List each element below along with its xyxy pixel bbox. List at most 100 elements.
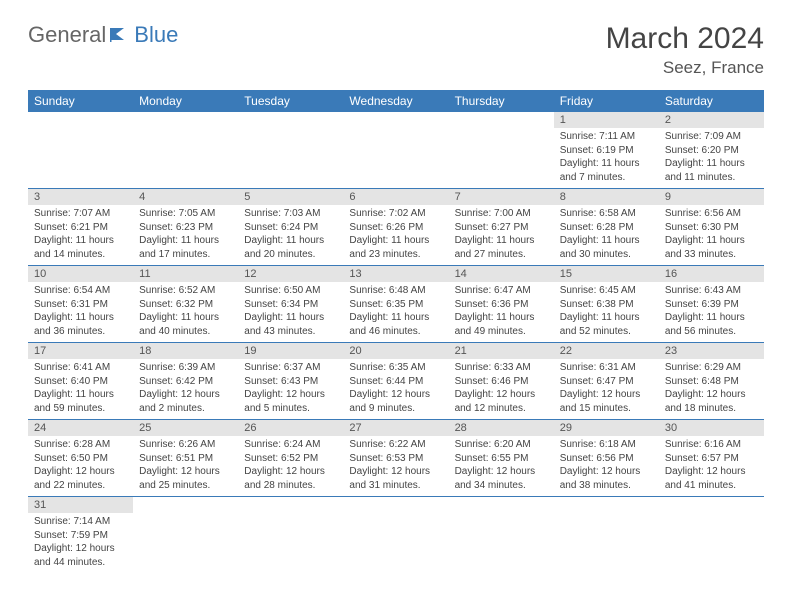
- day-details: Sunrise: 6:28 AMSunset: 6:50 PMDaylight:…: [28, 436, 133, 496]
- day-number: 29: [554, 420, 659, 436]
- day-details: Sunrise: 6:52 AMSunset: 6:32 PMDaylight:…: [133, 282, 238, 342]
- calendar-cell: [133, 497, 238, 574]
- calendar-cell: [343, 497, 448, 574]
- brand-part1: General: [28, 22, 106, 48]
- day-details: Sunrise: 6:41 AMSunset: 6:40 PMDaylight:…: [28, 359, 133, 419]
- day-details: Sunrise: 7:11 AMSunset: 6:19 PMDaylight:…: [554, 128, 659, 188]
- day-details: Sunrise: 6:39 AMSunset: 6:42 PMDaylight:…: [133, 359, 238, 419]
- weekday-header: Friday: [554, 90, 659, 112]
- calendar-cell: [238, 497, 343, 574]
- calendar-cell: 30Sunrise: 6:16 AMSunset: 6:57 PMDayligh…: [659, 420, 764, 497]
- title-block: March 2024 Seez, France: [606, 22, 764, 78]
- weekday-header: Thursday: [449, 90, 554, 112]
- day-number: 1: [554, 112, 659, 128]
- day-number: 24: [28, 420, 133, 436]
- day-details: Sunrise: 6:48 AMSunset: 6:35 PMDaylight:…: [343, 282, 448, 342]
- calendar-cell: 7Sunrise: 7:00 AMSunset: 6:27 PMDaylight…: [449, 189, 554, 266]
- calendar-cell: [238, 112, 343, 189]
- day-number: 28: [449, 420, 554, 436]
- calendar-cell: 20Sunrise: 6:35 AMSunset: 6:44 PMDayligh…: [343, 343, 448, 420]
- day-number: 26: [238, 420, 343, 436]
- calendar-cell: 27Sunrise: 6:22 AMSunset: 6:53 PMDayligh…: [343, 420, 448, 497]
- day-details: Sunrise: 7:05 AMSunset: 6:23 PMDaylight:…: [133, 205, 238, 265]
- day-details: Sunrise: 6:43 AMSunset: 6:39 PMDaylight:…: [659, 282, 764, 342]
- calendar-cell: 22Sunrise: 6:31 AMSunset: 6:47 PMDayligh…: [554, 343, 659, 420]
- calendar-cell: [554, 497, 659, 574]
- day-number: 11: [133, 266, 238, 282]
- weekday-header: Sunday: [28, 90, 133, 112]
- day-details: Sunrise: 6:29 AMSunset: 6:48 PMDaylight:…: [659, 359, 764, 419]
- calendar-cell: 29Sunrise: 6:18 AMSunset: 6:56 PMDayligh…: [554, 420, 659, 497]
- day-number: 7: [449, 189, 554, 205]
- calendar-cell: [343, 112, 448, 189]
- day-number: 8: [554, 189, 659, 205]
- calendar-cell: [133, 112, 238, 189]
- header: GeneralBlue March 2024 Seez, France: [28, 22, 764, 78]
- calendar-cell: 13Sunrise: 6:48 AMSunset: 6:35 PMDayligh…: [343, 266, 448, 343]
- page-title: March 2024: [606, 22, 764, 56]
- day-number: 6: [343, 189, 448, 205]
- calendar-cell: 12Sunrise: 6:50 AMSunset: 6:34 PMDayligh…: [238, 266, 343, 343]
- calendar-cell: 23Sunrise: 6:29 AMSunset: 6:48 PMDayligh…: [659, 343, 764, 420]
- day-number: 5: [238, 189, 343, 205]
- day-number: 2: [659, 112, 764, 128]
- calendar-body: 1Sunrise: 7:11 AMSunset: 6:19 PMDaylight…: [28, 112, 764, 573]
- day-number: 18: [133, 343, 238, 359]
- day-details: Sunrise: 6:58 AMSunset: 6:28 PMDaylight:…: [554, 205, 659, 265]
- day-details: Sunrise: 7:03 AMSunset: 6:24 PMDaylight:…: [238, 205, 343, 265]
- day-number: 9: [659, 189, 764, 205]
- calendar-cell: 2Sunrise: 7:09 AMSunset: 6:20 PMDaylight…: [659, 112, 764, 189]
- calendar-cell: [659, 497, 764, 574]
- day-details: Sunrise: 7:07 AMSunset: 6:21 PMDaylight:…: [28, 205, 133, 265]
- day-details: Sunrise: 7:09 AMSunset: 6:20 PMDaylight:…: [659, 128, 764, 188]
- calendar-cell: 14Sunrise: 6:47 AMSunset: 6:36 PMDayligh…: [449, 266, 554, 343]
- calendar-cell: 17Sunrise: 6:41 AMSunset: 6:40 PMDayligh…: [28, 343, 133, 420]
- calendar-cell: 4Sunrise: 7:05 AMSunset: 6:23 PMDaylight…: [133, 189, 238, 266]
- calendar-cell: 9Sunrise: 6:56 AMSunset: 6:30 PMDaylight…: [659, 189, 764, 266]
- day-number: 22: [554, 343, 659, 359]
- day-number: 27: [343, 420, 448, 436]
- calendar-cell: 25Sunrise: 6:26 AMSunset: 6:51 PMDayligh…: [133, 420, 238, 497]
- calendar-cell: 18Sunrise: 6:39 AMSunset: 6:42 PMDayligh…: [133, 343, 238, 420]
- day-details: Sunrise: 6:20 AMSunset: 6:55 PMDaylight:…: [449, 436, 554, 496]
- day-number: 23: [659, 343, 764, 359]
- day-number: 3: [28, 189, 133, 205]
- day-details: Sunrise: 6:50 AMSunset: 6:34 PMDaylight:…: [238, 282, 343, 342]
- calendar-cell: 16Sunrise: 6:43 AMSunset: 6:39 PMDayligh…: [659, 266, 764, 343]
- calendar-table: SundayMondayTuesdayWednesdayThursdayFrid…: [28, 90, 764, 573]
- brand-logo: GeneralBlue: [28, 22, 178, 48]
- calendar-cell: 31Sunrise: 7:14 AMSunset: 7:59 PMDayligh…: [28, 497, 133, 574]
- weekday-header: Saturday: [659, 90, 764, 112]
- day-details: Sunrise: 6:45 AMSunset: 6:38 PMDaylight:…: [554, 282, 659, 342]
- calendar-cell: 19Sunrise: 6:37 AMSunset: 6:43 PMDayligh…: [238, 343, 343, 420]
- day-details: Sunrise: 7:00 AMSunset: 6:27 PMDaylight:…: [449, 205, 554, 265]
- day-details: Sunrise: 6:22 AMSunset: 6:53 PMDaylight:…: [343, 436, 448, 496]
- calendar-cell: 3Sunrise: 7:07 AMSunset: 6:21 PMDaylight…: [28, 189, 133, 266]
- day-number: 20: [343, 343, 448, 359]
- calendar-cell: [449, 112, 554, 189]
- day-details: Sunrise: 6:16 AMSunset: 6:57 PMDaylight:…: [659, 436, 764, 496]
- calendar-cell: 10Sunrise: 6:54 AMSunset: 6:31 PMDayligh…: [28, 266, 133, 343]
- calendar-cell: 11Sunrise: 6:52 AMSunset: 6:32 PMDayligh…: [133, 266, 238, 343]
- day-details: Sunrise: 6:56 AMSunset: 6:30 PMDaylight:…: [659, 205, 764, 265]
- weekday-header: Monday: [133, 90, 238, 112]
- calendar-cell: 1Sunrise: 7:11 AMSunset: 6:19 PMDaylight…: [554, 112, 659, 189]
- calendar-cell: 6Sunrise: 7:02 AMSunset: 6:26 PMDaylight…: [343, 189, 448, 266]
- calendar-cell: 15Sunrise: 6:45 AMSunset: 6:38 PMDayligh…: [554, 266, 659, 343]
- weekday-header: Tuesday: [238, 90, 343, 112]
- calendar-cell: 26Sunrise: 6:24 AMSunset: 6:52 PMDayligh…: [238, 420, 343, 497]
- day-details: Sunrise: 6:47 AMSunset: 6:36 PMDaylight:…: [449, 282, 554, 342]
- day-number: 12: [238, 266, 343, 282]
- day-details: Sunrise: 6:31 AMSunset: 6:47 PMDaylight:…: [554, 359, 659, 419]
- day-details: Sunrise: 7:14 AMSunset: 7:59 PMDaylight:…: [28, 513, 133, 573]
- day-number: 13: [343, 266, 448, 282]
- day-number: 19: [238, 343, 343, 359]
- day-details: Sunrise: 6:35 AMSunset: 6:44 PMDaylight:…: [343, 359, 448, 419]
- day-details: Sunrise: 6:33 AMSunset: 6:46 PMDaylight:…: [449, 359, 554, 419]
- day-details: Sunrise: 6:26 AMSunset: 6:51 PMDaylight:…: [133, 436, 238, 496]
- calendar-cell: 28Sunrise: 6:20 AMSunset: 6:55 PMDayligh…: [449, 420, 554, 497]
- day-details: Sunrise: 7:02 AMSunset: 6:26 PMDaylight:…: [343, 205, 448, 265]
- calendar-cell: 21Sunrise: 6:33 AMSunset: 6:46 PMDayligh…: [449, 343, 554, 420]
- day-number: 25: [133, 420, 238, 436]
- day-number: 17: [28, 343, 133, 359]
